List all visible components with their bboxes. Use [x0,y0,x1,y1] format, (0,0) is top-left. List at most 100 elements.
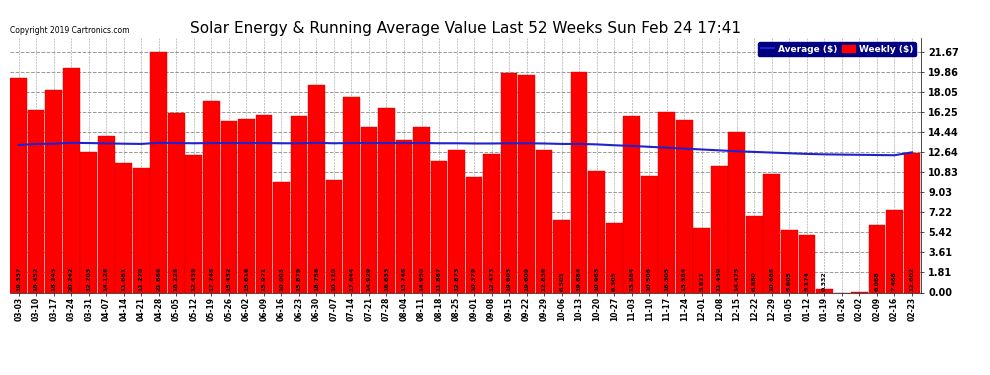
Bar [360,127,377,292]
Text: 16.633: 16.633 [384,267,389,291]
Text: 19.803: 19.803 [507,267,512,291]
Bar [98,136,115,292]
Bar [519,75,535,292]
Text: 13.748: 13.748 [402,267,407,291]
Text: 20.242: 20.242 [68,267,73,291]
Text: 12.703: 12.703 [86,267,91,291]
Text: 19.609: 19.609 [524,267,529,291]
Bar [729,132,745,292]
Text: 6.880: 6.880 [751,271,756,291]
Bar [588,171,605,292]
Text: 15.884: 15.884 [630,267,635,291]
Bar [344,97,359,292]
Bar [571,72,587,292]
Bar [448,150,465,292]
Bar [238,119,254,292]
Bar [711,166,728,292]
Text: 12.439: 12.439 [191,267,196,291]
Text: 5.605: 5.605 [787,271,792,291]
Text: 10.688: 10.688 [769,267,774,291]
Text: 14.950: 14.950 [419,267,424,291]
Text: 15.432: 15.432 [227,267,232,291]
Text: 12.873: 12.873 [454,267,459,291]
Bar [501,73,518,292]
Text: 18.245: 18.245 [51,267,56,291]
Bar [255,116,272,292]
Bar [553,220,570,292]
Text: 15.616: 15.616 [244,267,248,291]
Bar [431,161,447,292]
Bar [465,177,482,292]
Bar [816,289,833,292]
Text: 19.337: 19.337 [16,267,21,291]
Bar [658,112,675,292]
Bar [308,84,325,292]
Bar [185,154,202,292]
Text: 12.473: 12.473 [489,267,494,291]
Text: 19.884: 19.884 [576,267,582,291]
Bar [10,78,27,292]
Bar [46,90,62,292]
Text: 10.963: 10.963 [594,267,599,291]
Text: 6.305: 6.305 [612,271,617,291]
Text: 15.879: 15.879 [296,267,301,291]
Bar [168,112,184,292]
Text: 11.867: 11.867 [437,267,442,291]
Text: 11.681: 11.681 [121,267,127,291]
Bar [799,235,815,292]
Text: 5.821: 5.821 [699,271,704,291]
Text: 0.332: 0.332 [822,271,827,291]
Bar [63,68,79,292]
Text: 16.305: 16.305 [664,267,669,291]
Text: 17.644: 17.644 [348,267,354,291]
Text: 14.929: 14.929 [366,267,371,291]
Text: 21.666: 21.666 [156,267,161,291]
Text: 5.174: 5.174 [804,271,810,291]
Bar [291,117,307,292]
Bar [536,150,552,292]
Legend: Average ($), Weekly ($): Average ($), Weekly ($) [758,42,916,56]
Text: 12.602: 12.602 [910,267,915,291]
Text: 16.452: 16.452 [34,267,39,291]
Title: Solar Energy & Running Average Value Last 52 Weeks Sun Feb 24 17:41: Solar Energy & Running Average Value Las… [190,21,741,36]
Text: 10.506: 10.506 [646,267,651,291]
Text: 15.971: 15.971 [261,267,266,291]
Text: 10.003: 10.003 [279,267,284,291]
Text: 6.505: 6.505 [559,271,564,291]
Text: 15.584: 15.584 [682,267,687,291]
Bar [676,120,693,292]
Bar [868,225,885,292]
Text: 10.110: 10.110 [332,267,337,291]
Bar [641,176,657,292]
Bar [413,127,430,292]
Bar [763,174,780,292]
Bar [904,153,921,292]
Text: 16.228: 16.228 [174,267,179,291]
Bar [203,101,220,292]
Text: 7.468: 7.468 [892,271,897,291]
Text: 11.430: 11.430 [717,267,722,291]
Text: 14.475: 14.475 [735,267,740,291]
Bar [273,182,290,292]
Text: 18.756: 18.756 [314,267,319,291]
Bar [80,152,97,292]
Bar [483,154,500,292]
Bar [326,180,343,292]
Bar [396,140,412,292]
Bar [693,228,710,292]
Text: 11.270: 11.270 [139,267,144,291]
Bar [116,163,132,292]
Bar [886,210,903,292]
Text: 14.128: 14.128 [104,267,109,291]
Text: Copyright 2019 Cartronics.com: Copyright 2019 Cartronics.com [10,26,130,35]
Bar [28,110,45,292]
Text: 12.836: 12.836 [542,267,546,291]
Bar [150,52,167,292]
Bar [746,216,762,292]
Bar [624,116,640,292]
Text: 6.088: 6.088 [874,271,879,291]
Bar [606,223,623,292]
Bar [133,168,149,292]
Bar [781,230,798,292]
Bar [378,108,395,292]
